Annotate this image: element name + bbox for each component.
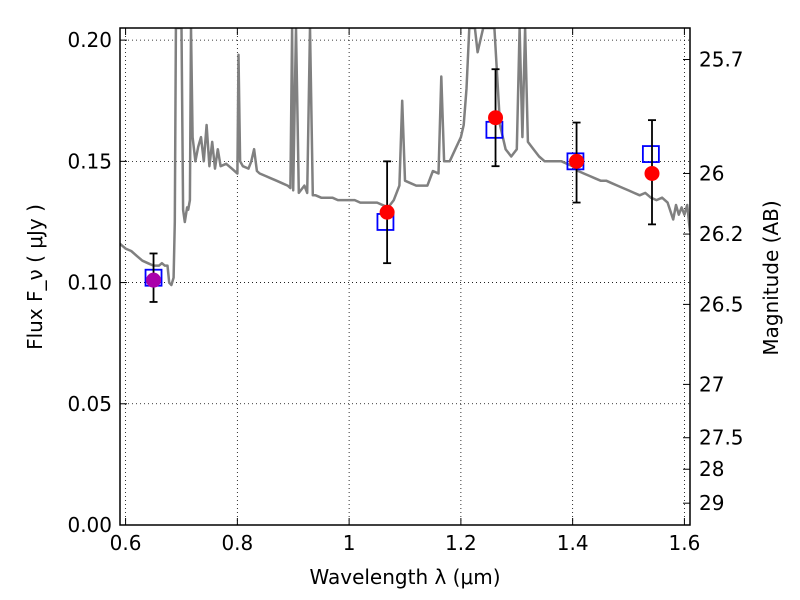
x-tick-label: 1 (343, 531, 356, 555)
photometry-point (488, 110, 504, 126)
spectrum-line (120, 28, 690, 287)
model-square-marker (641, 145, 660, 163)
axis-ticks: 0.6 0.8 1 1.2 1.4 1.6 0.00 0.05 0.10 0.15 0.20 25.7… (67, 28, 744, 555)
right-axis-label: Magnitude (AB) (759, 200, 783, 355)
y-tick-label: 0.20 (67, 28, 112, 52)
y-tick-label: 0.05 (67, 392, 112, 416)
x-axis-label: Wavelength λ (μm) (309, 565, 500, 589)
x-tick-label: 1.6 (669, 531, 701, 555)
x-tick-label: 0.6 (110, 531, 142, 555)
right-tick-label: 27 (699, 372, 724, 396)
right-tick-label: 26.2 (699, 222, 744, 246)
photometry-point (644, 165, 660, 181)
y-axis-label: Flux F_ν ( μJy ) (23, 204, 47, 350)
right-tick-label: 29 (699, 491, 724, 515)
right-tick-label: 26 (699, 161, 724, 185)
x-tick-label: 1.4 (557, 531, 589, 555)
right-tick-label: 25.7 (699, 48, 744, 72)
right-tick-label: 26.5 (699, 292, 744, 316)
photometry-point (146, 272, 162, 288)
photometry-point (379, 204, 395, 220)
x-tick-label: 0.8 (221, 531, 253, 555)
right-tick-label: 27.5 (699, 426, 744, 450)
x-tick-label: 1.2 (445, 531, 477, 555)
grid-lines (120, 28, 690, 525)
right-tick-label: 28 (699, 457, 724, 481)
y-tick-label: 0.10 (67, 271, 112, 295)
plot-area (120, 28, 690, 303)
y-tick-label: 0.15 (67, 149, 112, 173)
y-tick-label: 0.00 (67, 513, 112, 537)
plot-frame (119, 27, 691, 526)
photometry-point (569, 153, 585, 169)
